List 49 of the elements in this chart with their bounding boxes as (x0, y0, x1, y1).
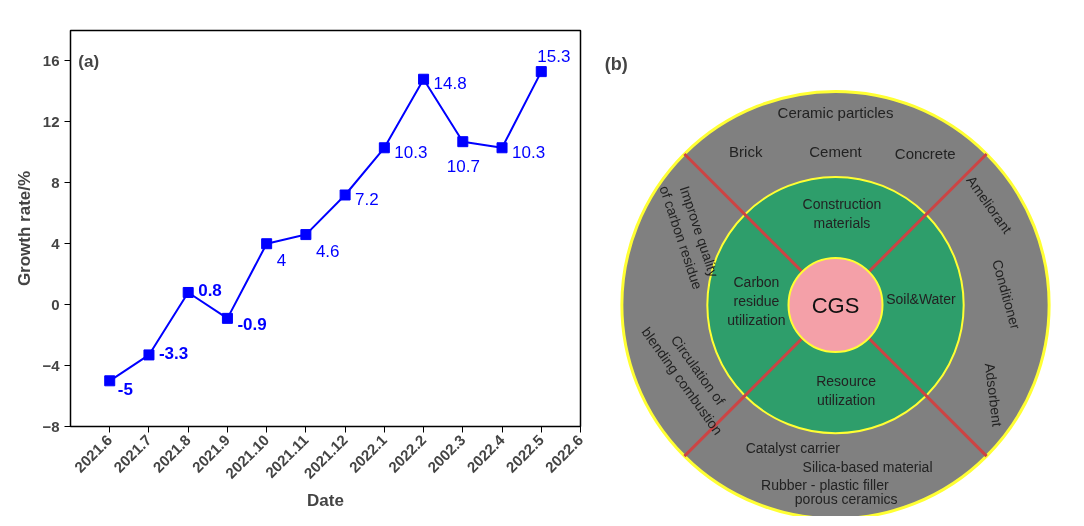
text: Cement (809, 142, 863, 160)
point (378, 142, 390, 154)
text: Catalyst carrier (745, 440, 841, 457)
data-label: 14.8 (433, 74, 467, 94)
y-tick-label: 0 (51, 295, 60, 313)
text: Resource utilization (816, 372, 877, 409)
point (300, 229, 312, 241)
text: Brick (729, 142, 763, 160)
point (221, 312, 233, 324)
data-label: 4 (276, 250, 287, 270)
data-label: 7.2 (355, 189, 379, 209)
point (418, 73, 430, 85)
point (496, 142, 508, 154)
point (457, 136, 469, 148)
point (339, 189, 351, 201)
point (535, 66, 547, 78)
data-label: 15.3 (537, 46, 571, 66)
x-axis-title: Date (307, 490, 344, 510)
text: (a) (78, 51, 100, 71)
y-tick-label: −8 (42, 417, 60, 435)
text: Concrete (894, 144, 956, 162)
data-label: 10.7 (446, 156, 480, 176)
point (182, 286, 194, 298)
point (104, 375, 116, 387)
data-label: -5 (117, 379, 133, 399)
y-tick-label: 4 (51, 234, 61, 252)
data-label: 4.6 (315, 241, 340, 261)
text: Soil&Water (886, 290, 957, 307)
text: (b) (604, 54, 628, 75)
data-label: 0.8 (198, 281, 222, 301)
text: Rubber - plastic filler (761, 476, 889, 493)
y-axis-title: Growth rate/% (15, 170, 35, 287)
data-label: 10.3 (394, 142, 428, 162)
text: CGS (811, 292, 860, 318)
text: Carbon residue utilization (727, 273, 786, 328)
point (143, 349, 155, 361)
text: Adsorbent (981, 362, 1006, 428)
text: Improve quality of carbon residue (656, 183, 722, 292)
data-label: -0.9 (237, 315, 267, 335)
text: Ceramic particles (777, 104, 894, 122)
y-tick-label: −4 (42, 356, 61, 374)
text: Construction materials (802, 195, 882, 231)
text: Silica-based material (802, 459, 933, 476)
data-label: 10.3 (512, 142, 546, 162)
y-tick-label: 12 (42, 112, 60, 130)
y-tick-label: 8 (51, 173, 60, 191)
y-tick-label: 16 (42, 51, 60, 69)
point (261, 238, 273, 250)
data-label: -3.3 (158, 343, 189, 363)
